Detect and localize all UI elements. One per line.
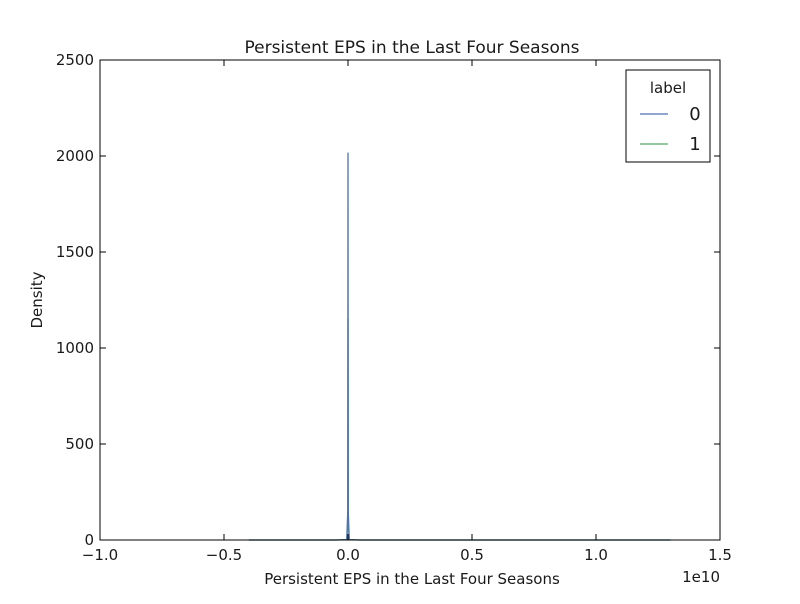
y-tick-label: 0 (84, 531, 94, 549)
y-axis-label: Density (28, 271, 46, 328)
x-tick-label: 0.0 (336, 546, 360, 564)
legend: label 0 1 (625, 69, 711, 163)
x-tick-label: 0.5 (460, 546, 484, 564)
x-tick-label: 1.0 (584, 546, 608, 564)
y-tick-label: 2500 (56, 51, 94, 69)
chart-title: Persistent EPS in the Last Four Seasons (244, 38, 579, 58)
y-tick-label: 500 (65, 435, 94, 453)
x-offset-label: 1e10 (682, 568, 720, 586)
plot-frame (99, 59, 721, 541)
x-tick-label: −0.5 (206, 546, 242, 564)
legend-label-series-0: 0 (689, 104, 700, 125)
y-tick-label: 1000 (56, 339, 94, 357)
x-tick-label: −1.0 (82, 546, 118, 564)
legend-title: label (650, 79, 686, 97)
legend-label-series-1: 1 (689, 134, 700, 155)
legend-box (625, 69, 711, 163)
x-axis-label: Persistent EPS in the Last Four Seasons (264, 570, 560, 588)
x-tick-label: 1.5 (708, 546, 732, 564)
axis-ticks: −1.0 −0.5 0.0 0.5 1.0 1.5 0 500 1000 1500 2000 2500 (56, 51, 732, 564)
y-tick-label: 1500 (56, 243, 94, 261)
y-tick-label: 2000 (56, 147, 94, 165)
